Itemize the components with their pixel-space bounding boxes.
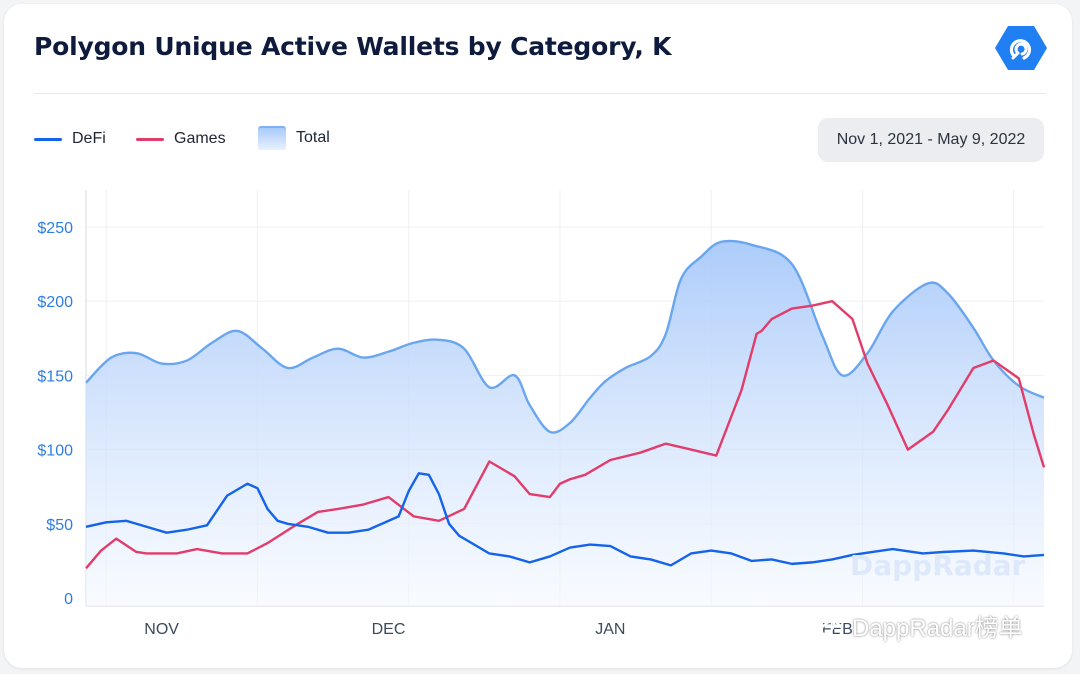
legend-label-games: Games — [174, 130, 226, 147]
y-axis: 0 $50 $100 $150 $200 $250 — [37, 220, 73, 608]
defi-swatch-icon — [34, 137, 62, 141]
dappradar-logo-icon — [995, 26, 1047, 70]
total-swatch-icon — [258, 126, 286, 150]
legend-item-defi[interactable]: DeFi — [34, 130, 106, 148]
y-tick-label: $250 — [37, 220, 73, 237]
y-tick-label: $200 — [37, 294, 73, 311]
wechat-watermark: DappRadar榜单 — [808, 608, 1023, 643]
x-tick-label: NOV — [144, 621, 179, 638]
legend-item-total[interactable]: Total — [258, 126, 330, 150]
legend-label-total: Total — [296, 129, 330, 146]
series-total-line — [85, 239, 1045, 434]
legend-item-games[interactable]: Games — [136, 130, 226, 148]
wechat-icon — [809, 612, 843, 639]
series-total-area — [86, 240, 1044, 606]
x-tick-label: DEC — [372, 621, 406, 638]
y-tick-label: $150 — [37, 368, 73, 385]
header-divider — [34, 93, 1046, 94]
x-axis: NOV DEC JAN FEB — [144, 621, 853, 638]
x-tick-label: JAN — [595, 621, 625, 638]
chart-plot-area: DappRadar — [85, 239, 1046, 606]
games-swatch-icon — [136, 137, 164, 141]
date-range-selector[interactable]: Nov 1, 2021 - May 9, 2022 — [818, 118, 1044, 162]
watermark-text: DappRadar榜单 — [852, 615, 1023, 642]
y-tick-label: 0 — [64, 591, 73, 608]
chart-brand-watermark: DappRadar — [850, 549, 1026, 582]
series-games-line — [85, 300, 1046, 570]
page-title: Polygon Unique Active Wallets by Categor… — [34, 32, 672, 61]
legend-label-defi: DeFi — [72, 130, 106, 147]
y-tick-label: $100 — [37, 443, 73, 460]
series-defi-line — [85, 472, 1045, 567]
y-tick-label: $50 — [46, 517, 73, 534]
x-tick-label: FEB — [822, 621, 853, 638]
date-range-label: Nov 1, 2021 - May 9, 2022 — [836, 131, 1026, 148]
